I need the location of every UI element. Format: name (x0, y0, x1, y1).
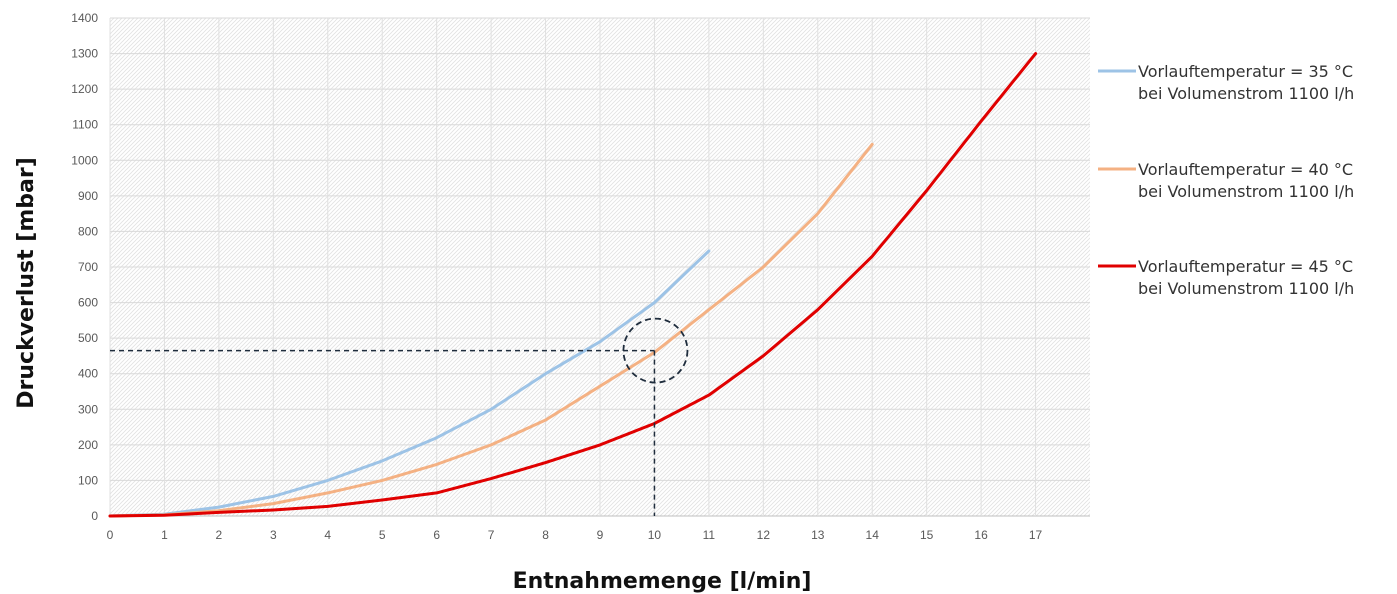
x-tick-label: 11 (703, 528, 716, 542)
x-tick-label: 0 (107, 528, 114, 542)
y-tick-label: 1200 (71, 82, 98, 96)
series-line-1 (108, 249, 711, 518)
y-tick-label: 700 (78, 260, 98, 274)
x-tick-label: 14 (866, 528, 880, 542)
x-tick-label: 10 (648, 528, 662, 542)
y-axis-ticks: 0 100 200 300 400 500 600 700 800 900 1000 1100 1200… (71, 11, 98, 523)
legend-label-1-line2: bei Volumenstrom 1100 l/h (1138, 84, 1354, 103)
x-tick-label: 4 (324, 528, 331, 542)
x-tick-label: 1 (161, 528, 168, 542)
series-line-3 (108, 52, 1038, 518)
legend-label-1-line1: Vorlauftemperatur = 35 °C (1138, 62, 1353, 81)
x-axis-ticks: 0 1 2 3 4 5 6 7 8 9 10 11 12 13 14 15 16 17 (107, 528, 1043, 542)
x-axis-title: Entnahmemenge [l/min] (513, 569, 812, 594)
legend-item-2: Vorlauftemperatur = 40 °C bei Volumenstr… (1098, 160, 1354, 201)
gridlines (109, 17, 1090, 517)
y-tick-label: 1300 (71, 47, 98, 61)
y-tick-label: 0 (91, 509, 98, 523)
y-tick-label: 400 (78, 367, 98, 381)
y-tick-label: 1400 (71, 11, 98, 25)
x-tick-label: 8 (542, 528, 549, 542)
x-tick-label: 5 (379, 528, 386, 542)
annotation-group (110, 317, 689, 516)
legend-label-3-line1: Vorlauftemperatur = 45 °C (1138, 257, 1353, 276)
y-tick-label: 900 (78, 189, 98, 203)
legend-item-1: Vorlauftemperatur = 35 °C bei Volumenstr… (1098, 62, 1354, 103)
x-tick-label: 15 (920, 528, 934, 542)
y-tick-label: 100 (78, 473, 98, 487)
highlight-circle (622, 317, 689, 384)
x-tick-label: 17 (1029, 528, 1043, 542)
legend-label-2-line2: bei Volumenstrom 1100 l/h (1138, 182, 1354, 201)
series-line-2 (108, 142, 874, 518)
x-tick-label: 13 (811, 528, 825, 542)
y-tick-label: 300 (78, 402, 98, 416)
x-tick-label: 7 (488, 528, 495, 542)
y-tick-label: 600 (78, 296, 98, 310)
y-axis-title: Druckverlust [mbar] (14, 157, 39, 409)
y-tick-label: 200 (78, 438, 98, 452)
series-lines (108, 52, 1038, 518)
x-tick-label: 9 (597, 528, 604, 542)
x-tick-label: 6 (433, 528, 440, 542)
x-tick-label: 2 (216, 528, 223, 542)
x-tick-label: 16 (974, 528, 988, 542)
legend: Vorlauftemperatur = 35 °C bei Volumenstr… (1098, 62, 1354, 298)
legend-label-3-line2: bei Volumenstrom 1100 l/h (1138, 279, 1354, 298)
legend-item-3: Vorlauftemperatur = 45 °C bei Volumenstr… (1098, 257, 1354, 298)
legend-label-2-line1: Vorlauftemperatur = 40 °C (1138, 160, 1353, 179)
x-tick-label: 12 (757, 528, 771, 542)
y-tick-label: 1000 (71, 153, 98, 167)
y-tick-label: 500 (78, 331, 98, 345)
y-tick-label: 1100 (72, 118, 98, 132)
x-tick-label: 3 (270, 528, 277, 542)
y-tick-label: 800 (78, 224, 98, 238)
